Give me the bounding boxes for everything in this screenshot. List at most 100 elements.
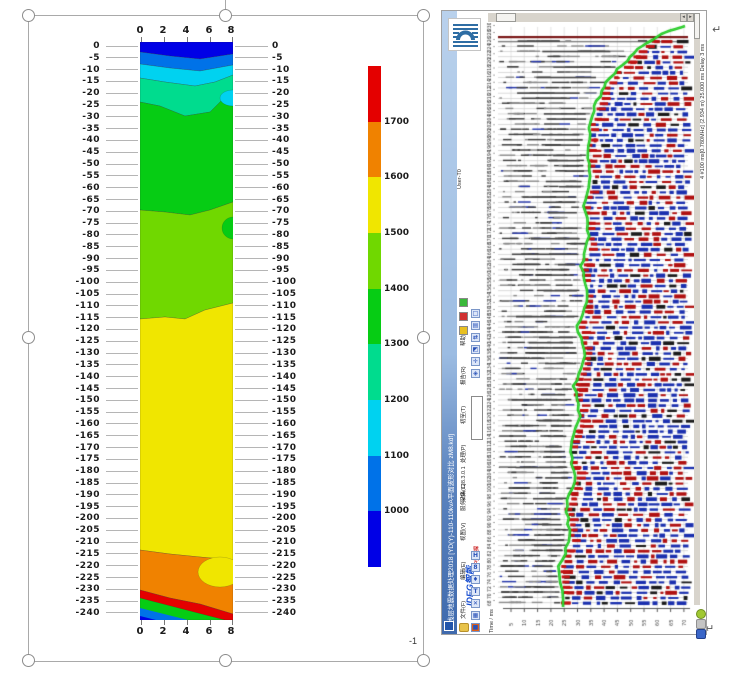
toolbar-button[interactable]: ■ [471,623,480,632]
x-tick-mark-bottom [164,620,165,625]
selection-handle[interactable] [219,654,232,667]
y-tick-line-left [106,69,138,70]
y-tick-line-left [106,187,138,188]
gain-combobox[interactable] [471,396,483,440]
scroll-arrow-right[interactable]: ▸ [687,13,694,22]
toolbar-button[interactable]: ✛ [471,357,480,366]
y-tick-line-left [106,246,138,247]
menu-item[interactable]: 处理(P) [459,445,467,463]
y-tick-line-right [235,175,268,176]
y-tick-label-right: -170 [272,443,336,453]
y-tick-label-right: -55 [272,171,336,181]
toolbar-button[interactable]: 8 [471,563,480,572]
colorbar-band [368,400,381,456]
status-gray-icon[interactable] [696,619,706,629]
y-tick-line-right [235,305,268,306]
server-address-label: 服务占A:128.3.0.1 [459,466,467,511]
y-tick-line-right [235,152,268,153]
y-tick-line-right [235,459,268,460]
scroll-arrow-left[interactable]: ◂ [680,13,687,22]
toolbar-button[interactable]: ✕ [471,599,480,608]
y-tick-line-left [106,589,138,590]
y-tick-label-right: -70 [272,206,336,216]
seismic-software-screenshot: 浅层地震数据处理2018 [YD(Y)-110-110kvA平面波形对比 zM8… [441,10,707,635]
y-tick-line-left [106,388,138,389]
x-tick-mark-bottom [232,620,233,625]
status-ball-icon[interactable] [696,609,706,619]
selection-handle[interactable] [219,9,232,22]
y-tick-line-left [106,435,138,436]
folder-icon[interactable] [459,623,469,632]
scrollbar-thumb[interactable] [496,13,516,22]
y-tick-line-left [106,518,138,519]
selection-handle[interactable] [417,9,430,22]
y-tick-line-left [106,494,138,495]
y-tick-label-left: -35 [36,124,100,134]
selection-handle[interactable] [22,9,35,22]
y-tick-label-right: -75 [272,218,336,228]
window-titlebar[interactable]: 浅层地震数据处理2018 [YD(Y)-110-110kvA平面波形对比 zM8… [442,11,457,634]
colorbar-label: 1400 [384,284,409,294]
seismic-trace-view[interactable] [495,23,694,633]
y-tick-label-right: 0 [272,41,336,51]
y-tick-label-right: -10 [272,65,336,75]
selection-handle[interactable] [22,331,35,344]
y-tick-label-right: -140 [272,372,336,382]
scrollbar-thumb[interactable] [694,13,700,39]
figure-caption: -1 [409,636,417,646]
colorbar-label: 1500 [384,228,409,238]
velocity-contour-plot [140,42,233,620]
y-tick-label-right: -95 [272,265,336,275]
y-tick-label-right: -120 [272,324,336,334]
y-tick-label-left: -190 [36,490,100,500]
time-axis-label: Time / ms [489,609,495,633]
y-tick-label-left: -215 [36,549,100,559]
y-tick-label-left: -240 [36,608,100,618]
contour-band [140,303,233,560]
colorbar [368,66,381,567]
selection-handle[interactable] [417,654,430,667]
y-tick-label-left: -40 [36,135,100,145]
toolbar-button[interactable]: H [471,551,480,560]
y-tick-line-right [235,589,268,590]
horizontal-scrollbar[interactable]: ◂ ▸ [488,13,694,22]
toolbar-button[interactable]: ♦ [471,575,480,584]
toolbar-button[interactable]: ◈ [471,369,480,378]
menu-item[interactable]: 初至(T) [459,406,467,424]
menu-item[interactable]: 视图(V) [459,523,467,541]
menu-toolbar-icon[interactable] [459,298,468,307]
x-tick-label-bottom: 6 [204,626,216,637]
toolbar-button[interactable]: ▤ [471,321,480,330]
toolbar-button[interactable]: □ [471,309,480,318]
y-tick-line-left [106,447,138,448]
y-tick-line-left [106,483,138,484]
y-tick-line-left [106,341,138,342]
y-tick-line-right [235,447,268,448]
menu-toolbar-icon[interactable] [459,326,468,335]
y-tick-label-right: -220 [272,561,336,571]
menu-item[interactable]: 报告(R) [459,366,467,385]
window-icon[interactable] [444,621,454,631]
y-tick-label-right: -195 [272,502,336,512]
toolbar-button[interactable]: ◩ [471,345,480,354]
y-tick-line-left [106,234,138,235]
y-tick-label-left: -150 [36,395,100,405]
selection-handle[interactable] [22,654,35,667]
y-tick-line-left [106,140,138,141]
y-tick-label-right: -135 [272,360,336,370]
status-blue-icon[interactable] [696,629,706,639]
x-tick-label-bottom: 2 [158,626,170,637]
y-tick-line-right [235,199,268,200]
y-tick-line-left [106,116,138,117]
selection-handle[interactable] [417,331,430,344]
y-tick-line-left [106,400,138,401]
y-tick-label-left: -125 [36,336,100,346]
toolbar-button[interactable]: T [471,587,480,596]
y-tick-line-right [235,518,268,519]
toolbar-button[interactable]: ▦ [471,611,480,620]
y-tick-line-right [235,376,268,377]
y-tick-label-left: -235 [36,596,100,606]
y-tick-label-right: -45 [272,147,336,157]
toolbar-button[interactable]: ⇄ [471,333,480,342]
menu-toolbar-icon[interactable] [459,312,468,321]
